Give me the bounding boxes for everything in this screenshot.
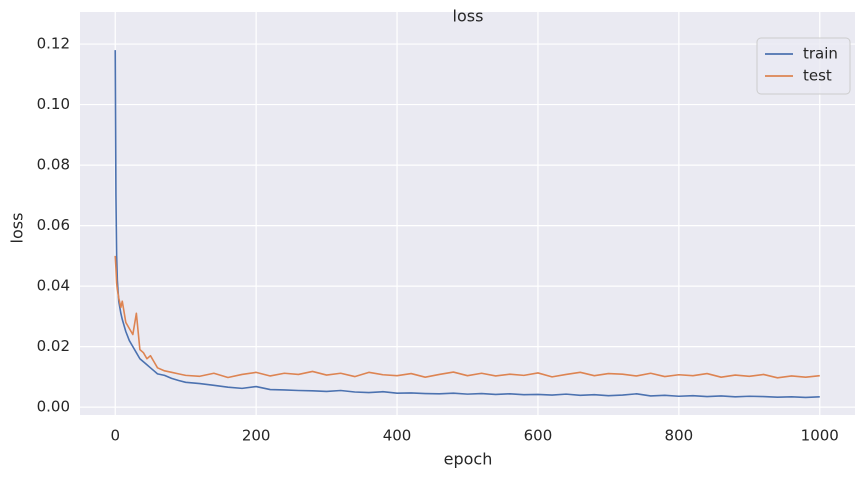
legend-label: train: [803, 45, 838, 63]
legend-box: [756, 37, 851, 95]
x-tick-label: 1000: [801, 427, 839, 445]
x-tick-label: 400: [383, 427, 412, 445]
line-series: [114, 255, 820, 379]
y-tick-label: 0.10: [37, 95, 70, 113]
line-series: [114, 50, 820, 399]
x-tick-label: 800: [665, 427, 694, 445]
plot-area: [80, 12, 855, 415]
x-tick-label: 200: [242, 427, 271, 445]
y-tick-label: 0.02: [37, 337, 70, 355]
x-tick-label: 600: [524, 427, 553, 445]
y-axis-label: loss: [8, 213, 27, 244]
x-tick-label: 0: [110, 427, 120, 445]
y-tick-label: 0.06: [37, 216, 70, 234]
y-tick-label: 0.12: [37, 35, 70, 53]
legend-label: test: [803, 67, 832, 85]
chart-title: loss: [453, 7, 484, 26]
x-axis-label: epoch: [444, 450, 493, 469]
y-tick-label: 0.00: [37, 398, 70, 416]
y-tick-label: 0.08: [37, 156, 70, 174]
y-tick-label: 0.04: [37, 277, 70, 295]
